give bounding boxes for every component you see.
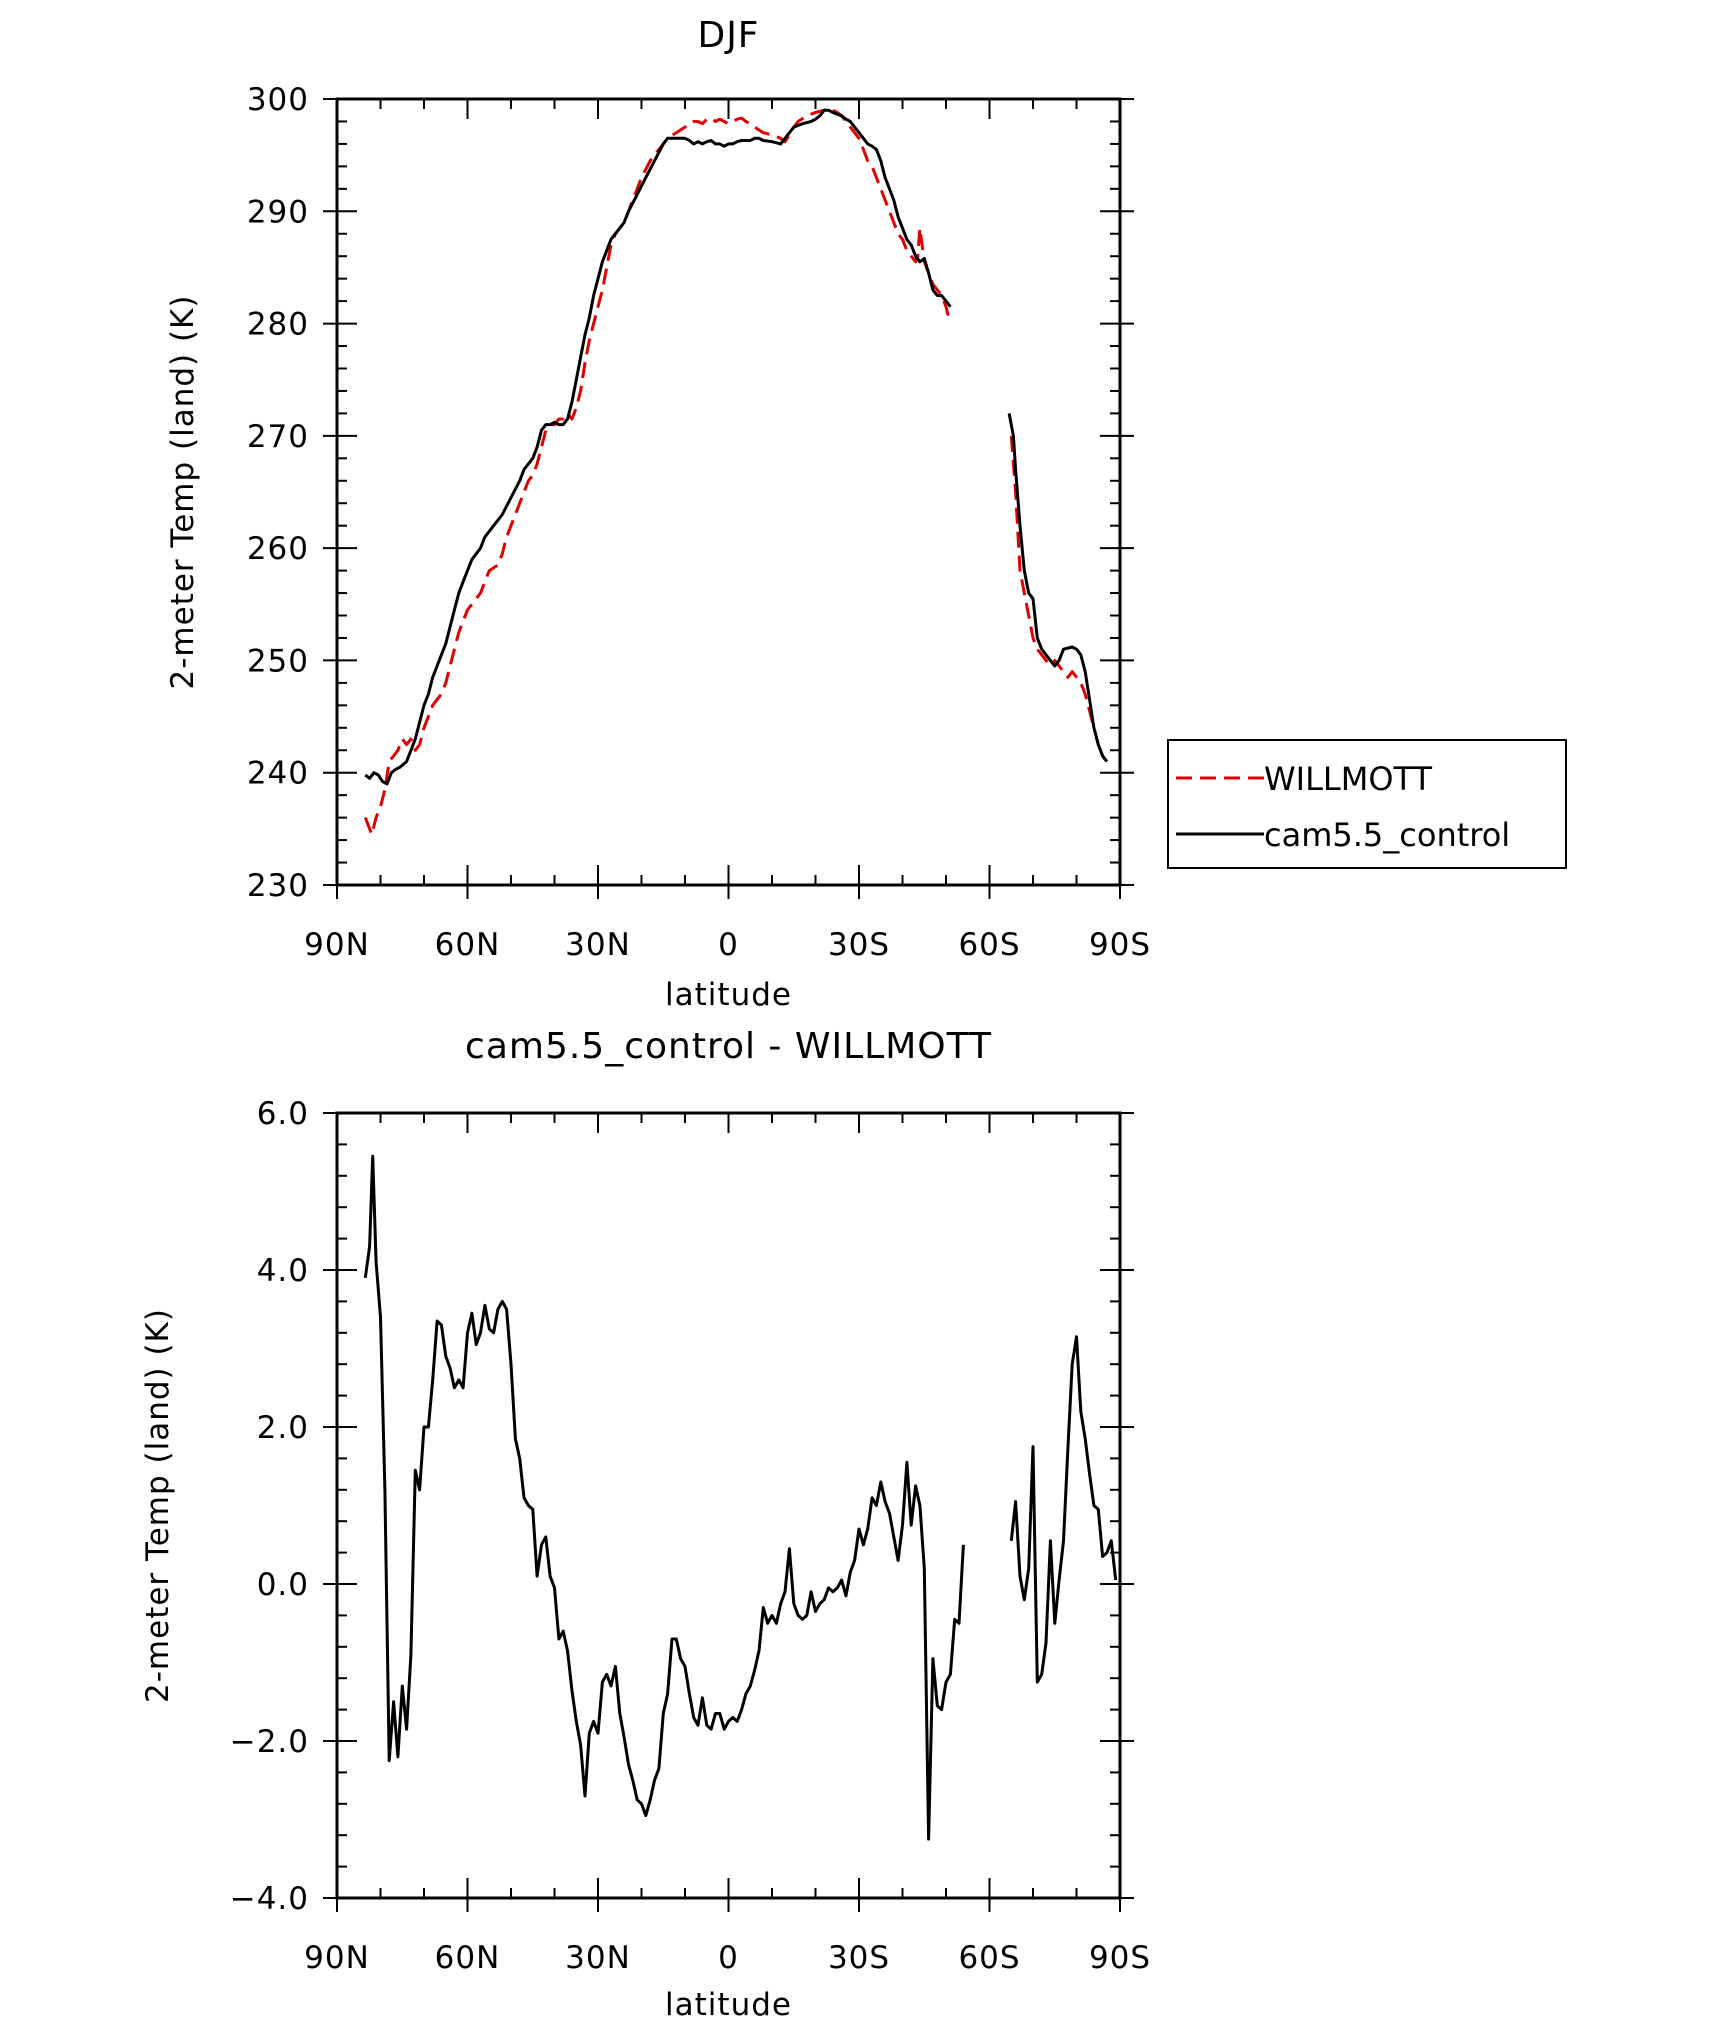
y-tick-label: 290	[247, 194, 309, 230]
series-line	[1007, 413, 1109, 763]
series-cam5-5-control	[364, 108, 1109, 786]
y-tick-label: 6.0	[257, 1096, 309, 1132]
chart-panel-2: −4.0 −2.0 0.0 2.0 4.0 6.0 90N 60N 30N 0 30S 60S 90S c…	[140, 1026, 1151, 2021]
x-tick-label: 30N	[565, 1940, 631, 1976]
y-tick-label: 230	[247, 868, 309, 904]
x-tick-label: 60N	[435, 927, 501, 963]
y-tick-label: 300	[247, 82, 309, 118]
x-axis-title: latitude	[665, 977, 792, 1013]
legend: WILLMOTT cam5.5_control	[1167, 739, 1567, 869]
legend-label: WILLMOTT	[1264, 760, 1433, 798]
series-line	[363, 1154, 965, 1841]
x-tick-label: 60N	[435, 1940, 501, 1976]
y-tick-label: 270	[247, 419, 309, 455]
x-tick-label: 90N	[304, 1940, 370, 1976]
series-line	[364, 108, 952, 786]
x-tick-label: 90S	[1089, 1940, 1151, 1976]
y-tick-label: 0.0	[257, 1567, 309, 1603]
y-tick-label: 4.0	[257, 1253, 309, 1289]
x-tick-label: 60S	[958, 1940, 1020, 1976]
legend-box	[1167, 739, 1567, 869]
y-tick-label: 2.0	[257, 1410, 309, 1446]
series-line	[1009, 1335, 1118, 1684]
series-line	[363, 106, 950, 836]
chart-panel-1: 230 240 250 260 270 280 290 300 90N 60N 30N 0 30S 60S…	[165, 15, 1567, 1013]
y-axis-title: 2-meter Temp (land) (K)	[140, 1308, 176, 1703]
plot-frame	[335, 97, 1122, 887]
x-tick-label: 30S	[828, 1940, 890, 1976]
series-cam5-5-control-willmott	[363, 1154, 1118, 1841]
chart-title: cam5.5_control - WILLMOTT	[465, 1026, 992, 1067]
y-tick-label: −2.0	[230, 1724, 309, 1760]
chart-title: DJF	[697, 15, 759, 56]
legend-label: cam5.5_control	[1264, 816, 1510, 854]
y-tick-label: 250	[247, 643, 309, 679]
y-tick-label: −4.0	[230, 1881, 309, 1917]
x-tick-label: 0	[718, 927, 739, 963]
y-axis-title: 2-meter Temp (land) (K)	[165, 295, 201, 690]
x-tick-label: 90N	[304, 927, 370, 963]
x-tick-label: 0	[718, 1940, 739, 1976]
x-axis-title: latitude	[665, 1987, 792, 2021]
plot-frame	[335, 1111, 1122, 1900]
series-willmott	[363, 106, 1109, 836]
x-tick-label: 30N	[565, 927, 631, 963]
x-tick-label: 60S	[958, 927, 1020, 963]
y-tick-label: 240	[247, 756, 309, 792]
y-tick-label: 260	[247, 531, 309, 567]
x-tick-label: 30S	[828, 927, 890, 963]
y-tick-label: 280	[247, 307, 309, 343]
x-tick-label: 90S	[1089, 927, 1151, 963]
